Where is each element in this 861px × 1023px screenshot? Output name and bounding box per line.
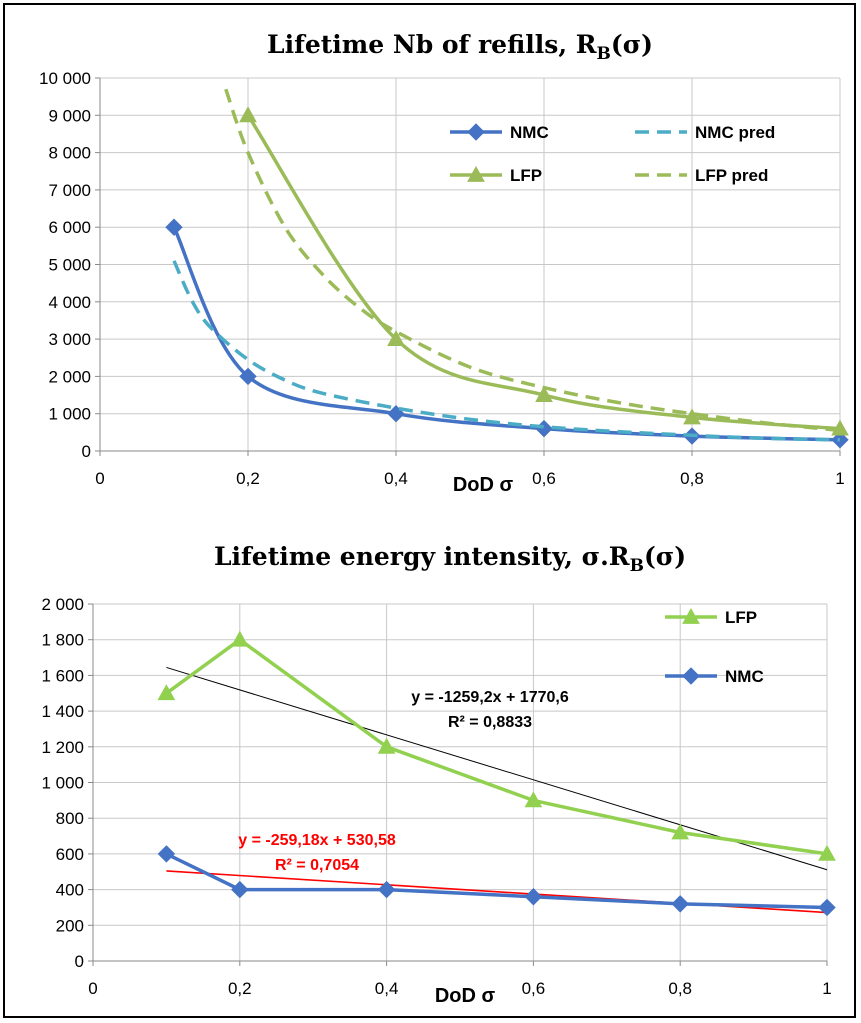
legend-label: NMC [510,123,549,142]
y-tick-label: 1 600 [41,666,84,685]
point-lfp [377,737,396,754]
legend-marker [682,607,700,624]
x-tick-label: 1 [822,979,831,998]
point-lfp [387,330,405,346]
chart-title-2: Lifetime energy intensity, σ.RB(σ) [214,542,686,576]
point-nmc [157,845,176,863]
chart-1: 0 1 000 2 000 3 000 4 000 5 000 6 000 7 000 8 00… [39,69,849,496]
y-tick-label: 1 000 [41,774,84,793]
point-lfp [683,408,701,425]
y-tick-label: 600 [56,845,84,864]
y-tick-label: 1 800 [41,631,84,650]
y-tick-label: 6 000 [48,218,91,237]
chart-title-1: Lifetime Nb of refills, RB(σ) [267,30,653,64]
x-tick-label: 0,8 [680,469,704,488]
series-line-nmc-pred [172,260,841,442]
y-tick-label: 3 000 [48,330,91,349]
point-nmc [535,419,553,438]
point-nmc [239,367,257,386]
x-tick-label: 0,6 [532,469,556,488]
legend-label: NMC [725,667,764,686]
point-lfp [239,106,257,123]
x-tick-label: 0 [88,979,97,998]
y-tick-label: 4 000 [48,293,91,312]
trendline-equation-lfp: y = -1259,2x + 1770,6 [411,689,569,706]
legend-label: LFP pred [695,166,768,185]
point-nmc [524,888,543,906]
y-tick-label: 8 000 [48,144,91,163]
point-lfp [818,844,836,861]
y-tick-label: 2 000 [48,367,91,386]
legend-entry-lfp: LFP [450,165,542,185]
y-tick-label: 0 [82,442,91,461]
x-tick-label: 1 [835,469,844,488]
series-line-nmc [165,852,828,910]
series-line-lfp [246,114,841,431]
point-lfp [535,386,553,402]
trendline-r2-nmc: R² = 0,7054 [275,857,359,874]
y-tick-label: 5 000 [48,256,91,275]
legend-entry-nmc: NMC [450,123,549,142]
legend-entry-lfp: LFP [665,607,757,627]
x-tick-label: 0,4 [384,469,408,488]
trendline-lfp [166,666,828,871]
y-tick-label: 10 000 [39,69,91,88]
legend-label: LFP [510,166,542,185]
point-nmc [377,880,396,899]
legend-entry-nmc: NMC [665,667,764,686]
x-tick-label: 0,4 [375,979,399,998]
point-lfp [230,630,249,647]
x-tick-label: 0 [95,469,104,488]
legend-label: LFP [725,608,757,627]
y-tick-label: 1 000 [48,405,91,424]
series-line-lfp-pred [224,88,841,433]
legend-entry-lfp-pred: LFP pred [635,166,768,185]
series-line-nmc [172,226,841,442]
y-tick-label: 1 200 [41,738,84,757]
legend-entry-nmc-pred: NMC pred [635,123,775,142]
y-tick-label: 9 000 [48,106,91,125]
y-tick-label: 800 [56,809,84,828]
point-lfp [671,823,690,840]
trendline-r2-lfp: R² = 0,8833 [448,714,532,731]
point-lfp [157,684,176,701]
y-tick-label: 7 000 [48,181,91,200]
x-tick-label: 0,6 [522,979,546,998]
y-tick-label: 200 [56,916,84,935]
series-line-lfp [165,637,828,856]
y-tick-label: 2 000 [41,595,84,614]
x-axis-label: DoD σ [453,474,514,496]
x-axis-label: DoD σ [435,985,496,1007]
legend-marker [682,667,700,685]
y-tick-label: 1 400 [41,702,84,721]
point-nmc [818,898,836,917]
point-nmc [671,895,689,913]
point-nmc [831,431,849,449]
legend-label: NMC pred [695,123,775,142]
chart-2: 0 200 400 600 800 1 000 1 200 1 400 1 600 1 800 2 … [41,595,836,1007]
legend-marker [467,123,485,141]
x-tick-label: 0,2 [228,979,252,998]
x-tick-label: 0,8 [668,979,692,998]
point-lfp [524,791,543,808]
y-tick-label: 400 [56,881,84,900]
x-tick-label: 0,2 [236,469,260,488]
point-nmc [165,218,183,236]
point-nmc [231,880,249,899]
trendline-equation-nmc: y = -259,18x + 530,58 [238,832,396,849]
y-tick-label: 0 [75,952,84,971]
legend-marker [467,165,485,182]
